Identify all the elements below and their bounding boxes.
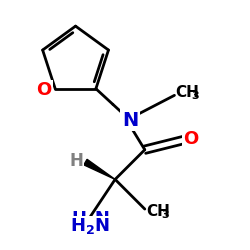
Text: H: H [70,152,84,170]
Text: N: N [122,110,138,130]
Text: H: H [72,210,87,228]
Text: O: O [183,130,198,148]
Polygon shape [84,159,115,180]
Text: $\mathregular{H_2N}$: $\mathregular{H_2N}$ [70,216,110,236]
Text: 3: 3 [162,210,169,220]
Text: CH: CH [146,204,170,219]
Text: 3: 3 [191,91,199,101]
Text: O: O [36,81,52,99]
Text: CH: CH [176,85,200,100]
Text: ₂N: ₂N [87,210,110,228]
